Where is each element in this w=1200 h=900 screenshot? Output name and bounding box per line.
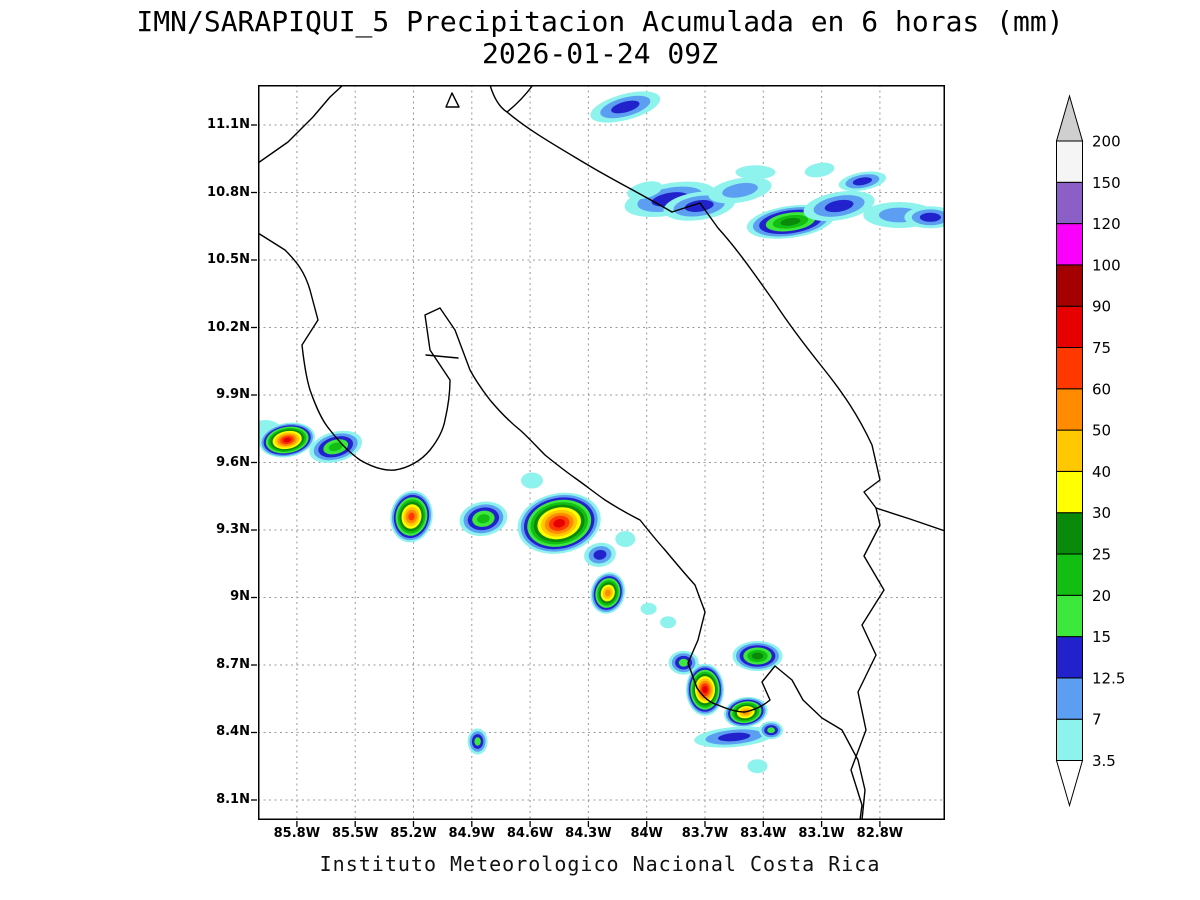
x-tick-label: 83.4W — [740, 826, 787, 841]
precip-cell — [747, 759, 768, 774]
y-tick-label: 9.6N — [216, 454, 250, 470]
plot-frame — [258, 85, 945, 820]
precip-cell — [590, 572, 626, 614]
colorbar-label: 3.5 — [1092, 752, 1116, 770]
precip-cell — [708, 177, 772, 204]
precip-cell — [309, 430, 363, 463]
precip-cell — [459, 501, 508, 537]
precip-cell — [640, 602, 657, 615]
colorbar-label: 30 — [1092, 504, 1111, 522]
y-tick-label: 9.3N — [216, 522, 250, 537]
colorbar-segment — [1056, 718, 1083, 762]
colorbar-label: 75 — [1092, 339, 1111, 357]
y-tick-label: 8.4N — [216, 724, 250, 740]
x-tick-label: 84.3W — [565, 826, 612, 841]
colorbar-label: 20 — [1092, 587, 1111, 605]
colorbar-label: 150 — [1092, 174, 1121, 192]
precip-cell — [660, 616, 677, 629]
colorbar-over-arrow — [1055, 94, 1084, 142]
nicaragua-pacific-coast — [258, 85, 344, 164]
y-tick-label: 8.1N — [216, 791, 250, 807]
colorbar-segment — [1056, 388, 1083, 431]
precip-cell — [735, 165, 776, 180]
precip-cell — [590, 91, 661, 123]
colorbar-label: 15 — [1092, 628, 1111, 646]
puntarenas-spit — [425, 354, 459, 359]
page-title: IMN/SARAPIQUI_5 Precipitacion Acumulada … — [136, 5, 1064, 38]
x-tick-label: 84W — [630, 826, 663, 841]
lake-nicaragua-shore — [489, 85, 534, 113]
x-tick-label: 84.6W — [506, 826, 554, 841]
precip-cell — [732, 641, 783, 671]
colorbar-segment — [1056, 140, 1083, 183]
precipitation-cells — [258, 91, 945, 774]
precip-cell — [521, 472, 543, 489]
colorbar-label: 25 — [1092, 546, 1111, 564]
caribbean-coast-and-panama-border — [506, 111, 885, 820]
colorbar-label: 200 — [1092, 133, 1121, 151]
x-tick-label: 82.8W — [856, 826, 904, 841]
precip-cell — [746, 204, 835, 239]
colorbar-under-arrow — [1055, 760, 1084, 808]
colorbar-segment — [1056, 181, 1083, 225]
precip-cell — [584, 542, 616, 567]
pacific-coast-outline — [258, 232, 866, 820]
colorbar-segment — [1056, 636, 1083, 679]
x-tick-label: 85.2W — [390, 826, 437, 841]
colorbar-label: 60 — [1092, 380, 1111, 398]
precip-cell — [627, 181, 663, 200]
colorbar-label: 120 — [1092, 215, 1121, 233]
x-tick-label: 85.8W — [273, 826, 321, 841]
colorbar-label: 100 — [1092, 256, 1121, 274]
colorbar-segment — [1056, 512, 1083, 555]
precip-cell — [838, 171, 887, 192]
footer-caption: Instituto Meteorologico Nacional Costa R… — [319, 852, 881, 876]
colorbar-segment — [1056, 594, 1083, 638]
y-tick-label: 9N — [230, 589, 250, 605]
colorbar-segment — [1056, 305, 1083, 348]
colorbar-label: 12.5 — [1092, 669, 1125, 687]
precip-cell — [259, 422, 315, 458]
y-tick-label: 10.8N — [207, 184, 250, 200]
x-tick-label: 85.5W — [331, 826, 379, 841]
colorbar-segment — [1056, 677, 1083, 720]
precip-cell — [904, 206, 945, 229]
colorbar-label: 40 — [1092, 463, 1111, 481]
precip-cell — [390, 490, 433, 543]
island-marker — [445, 92, 460, 108]
precip-cell — [804, 162, 835, 178]
colorbar-label: 90 — [1092, 298, 1111, 316]
precip-cell — [694, 726, 774, 748]
axis-ticks — [251, 124, 881, 827]
y-tick-label: 11.1N — [207, 117, 250, 133]
x-tick-label: 83.7W — [681, 826, 729, 841]
costa-rica-coastline — [258, 85, 945, 820]
colorbar-segment — [1056, 347, 1083, 390]
page-subtitle: 2026-01-24 09Z — [481, 37, 718, 70]
precip-cell — [759, 721, 784, 740]
precipitation-map — [251, 85, 945, 827]
precip-cell — [517, 492, 601, 554]
panama-caribbean-coast — [875, 507, 945, 532]
colorbar-label: 7 — [1092, 711, 1102, 729]
x-tick-label: 83.1W — [798, 826, 845, 841]
colorbar-segment — [1056, 223, 1083, 266]
colorbar-segment — [1056, 553, 1083, 596]
precip-cell — [686, 663, 724, 716]
precip-cell — [803, 190, 875, 222]
colorbar-segment — [1056, 264, 1083, 307]
colorbar: 3.5 7 12.5 15 20 25 30 40 50 60 75 90 100 120 150 200 — [1055, 94, 1125, 808]
y-tick-label: 10.2N — [207, 319, 250, 335]
precip-cell — [615, 531, 636, 547]
colorbar-segment — [1056, 429, 1083, 472]
colorbar-segment — [1056, 470, 1083, 514]
y-tick-label: 10.5N — [207, 252, 250, 268]
x-tick-label: 84.9W — [448, 826, 495, 841]
y-tick-label: 9.9N — [216, 387, 250, 403]
y-tick-label: 8.7N — [216, 656, 250, 672]
precip-cell — [467, 728, 488, 755]
colorbar-label: 50 — [1092, 422, 1111, 440]
